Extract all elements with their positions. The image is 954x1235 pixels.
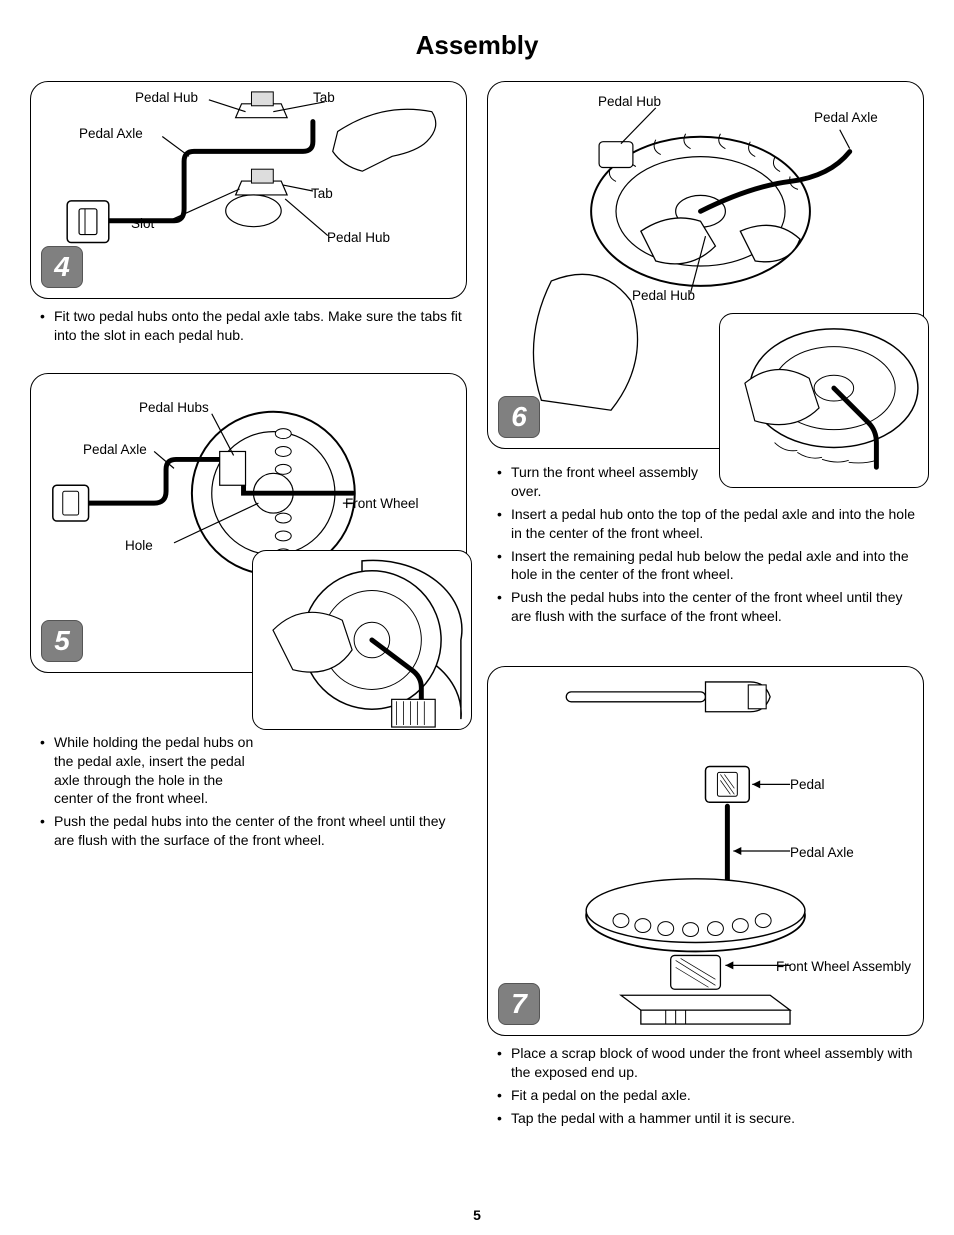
figure-step-5: Pedal Hubs Pedal Axle Front Wheel Hole 5 — [30, 373, 467, 673]
step-badge-6: 6 — [498, 396, 540, 438]
label-front-wheel-5: Front Wheel — [345, 496, 419, 511]
step-badge-4: 4 — [41, 246, 83, 288]
bullets-step-4: Fit two pedal hubs onto the pedal axle t… — [30, 307, 467, 349]
bullet-text: Push the pedal hubs into the center of t… — [38, 812, 463, 850]
figure-step-7: Pedal Pedal Axle Front Wheel Assembly 7 — [487, 666, 924, 1036]
bullet-text: Push the pedal hubs into the center of t… — [495, 588, 920, 626]
label-pedal-axle-4: Pedal Axle — [79, 126, 143, 141]
step-badge-5: 5 — [41, 620, 83, 662]
inset-diagram-5 — [253, 551, 471, 729]
inset-5 — [252, 550, 472, 730]
label-fwa-7: Front Wheel Assembly — [776, 959, 911, 974]
bullet-text: Fit two pedal hubs onto the pedal axle t… — [38, 307, 463, 345]
right-column: Pedal Hub Pedal Axle Pedal Hub 6 — [487, 81, 924, 1156]
content-columns: Pedal Hub Tab Pedal Axle Tab Slot Pedal … — [30, 81, 924, 1156]
label-pedal-hub-top: Pedal Hub — [135, 90, 198, 105]
step-badge-7: 7 — [498, 983, 540, 1025]
label-hole-5: Hole — [125, 538, 153, 553]
bullets-step-5: While holding the pedal hubs on the peda… — [30, 733, 467, 854]
diagram-4 — [31, 82, 466, 298]
label-pedal-axle-5: Pedal Axle — [83, 442, 147, 457]
label-pedal-axle-7: Pedal Axle — [790, 845, 854, 860]
inset-diagram-6 — [720, 314, 928, 487]
diagram-7 — [488, 667, 923, 1035]
label-pedal-7: Pedal — [790, 777, 825, 792]
bullet-text: While holding the pedal hubs on the peda… — [38, 733, 463, 809]
left-column: Pedal Hub Tab Pedal Axle Tab Slot Pedal … — [30, 81, 467, 1156]
figure-step-4: Pedal Hub Tab Pedal Axle Tab Slot Pedal … — [30, 81, 467, 299]
page-title: Assembly — [30, 30, 924, 61]
label-pedal-hubs-5: Pedal Hubs — [139, 400, 209, 415]
label-pedal-hub-bot-6: Pedal Hub — [632, 288, 695, 303]
bullet-text: Insert the remaining pedal hub below the… — [495, 547, 920, 585]
label-pedal-hub-bot-4: Pedal Hub — [327, 230, 390, 245]
bullets-step-7: Place a scrap block of wood under the fr… — [487, 1044, 924, 1132]
label-pedal-axle-6: Pedal Axle — [814, 110, 878, 125]
page-number: 5 — [0, 1207, 954, 1223]
label-slot: Slot — [131, 216, 154, 231]
label-pedal-hub-top-6: Pedal Hub — [598, 94, 661, 109]
bullet-text: Fit a pedal on the pedal axle. — [495, 1086, 920, 1105]
figure-step-6: Pedal Hub Pedal Axle Pedal Hub 6 — [487, 81, 924, 449]
bullet-text: Place a scrap block of wood under the fr… — [495, 1044, 920, 1082]
bullet-text: Turn the front wheel assembly over. — [495, 463, 920, 501]
bullets-step-6: Turn the front wheel assembly over. Inse… — [487, 463, 924, 630]
label-tab-mid: Tab — [311, 186, 333, 201]
bullet-text: Tap the pedal with a hammer until it is … — [495, 1109, 920, 1128]
inset-6 — [719, 313, 929, 488]
bullet-text: Insert a pedal hub onto the top of the p… — [495, 505, 920, 543]
label-tab-top: Tab — [313, 90, 335, 105]
